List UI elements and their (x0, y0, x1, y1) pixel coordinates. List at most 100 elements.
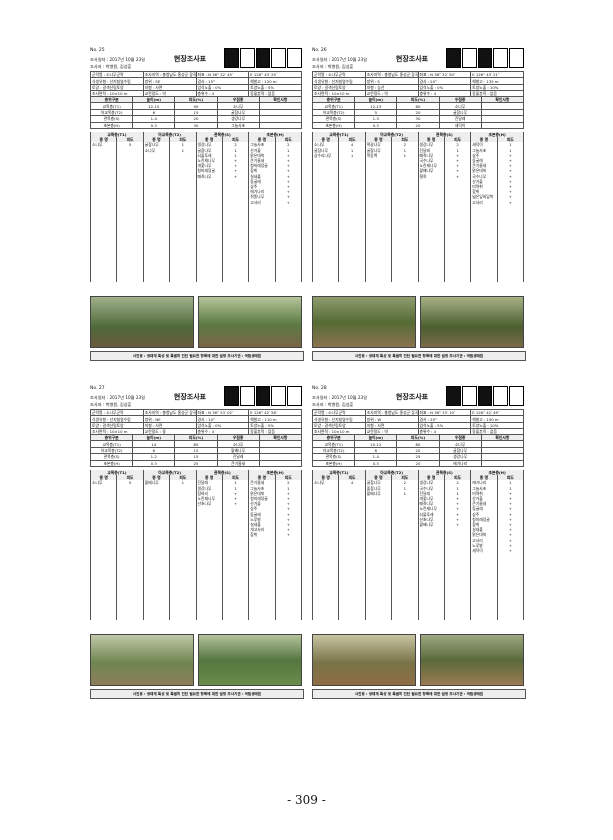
species-row: 애기나리 + (89, 189, 303, 195)
cover-value: + (496, 511, 525, 517)
logo-cell (509, 386, 524, 406)
photo-caption: 사진용 : 생태계 특성 및 특별히 진단 필요한 항목에 대한 설명 조사기관… (90, 689, 304, 699)
species-row: 산초나무 + 산거울 + (89, 501, 303, 507)
cover-value: + (496, 537, 525, 543)
logo-cell (477, 48, 493, 68)
cover-value: + (274, 152, 303, 158)
species-row (311, 220, 525, 226)
species-name: 넓은잎외잎쑥 (470, 194, 498, 200)
surveyor: 조사자 : 박병원, 김성훈 (312, 402, 354, 407)
cover-value: + (274, 521, 303, 528)
species-row: 새덕이 + (311, 547, 525, 553)
empty-cell (89, 183, 118, 190)
empty-cell (496, 568, 525, 574)
species-row: 산거울 + (311, 178, 525, 184)
summary-row: 관목층(S) 1-2 15 진달래 (89, 453, 303, 461)
species-row (89, 209, 303, 215)
logo-cell (493, 386, 509, 406)
empty-cell (443, 615, 472, 621)
empty-cell (89, 246, 118, 252)
empty-cell (142, 615, 171, 621)
empty-cell (89, 490, 118, 496)
species-row (89, 563, 303, 569)
species-row: 미역취 + (311, 183, 525, 190)
summary-cell: 25 (174, 459, 218, 467)
species-row (311, 230, 525, 236)
species-row: 넓은잎외잎쑥 + (311, 194, 525, 200)
empty-cell (274, 272, 303, 278)
empty-cell (496, 277, 525, 283)
empty-cell (248, 615, 276, 621)
species-row: 고사리 + (89, 199, 303, 205)
empty-cell (89, 495, 118, 502)
empty-cell (89, 594, 118, 600)
empty-cell (274, 240, 303, 247)
layer-name: 초본층(H) (248, 470, 302, 476)
empty-cell (89, 563, 118, 569)
empty-cell (274, 204, 303, 210)
layer-summary-table: 층위구분 높이(m) 피도(%) 우점종 확인사항 교목층(T1) 12-13 80 소나무 아교… (311, 95, 525, 129)
empty-cell (274, 578, 303, 585)
species-row (311, 204, 525, 210)
summary-row: 아교목층(T2) 6 20 굴참나무 (311, 446, 525, 455)
species-row: 쥐똥나무 + (89, 194, 303, 200)
empty-cell (169, 277, 197, 283)
summary-cell: 큰기름새 (216, 459, 260, 467)
site-photo (312, 296, 416, 348)
info-row: 토양 : 갈색산림토양 지형 : 능선 암석노출 : 0% 토양노출 : 10% (312, 83, 524, 92)
species-row (89, 568, 303, 574)
info-row: 식생유형 : 산지침엽수림 방위 : W 경사 : 25° 해발고 : 150 m (312, 415, 524, 423)
empty-cell (89, 168, 118, 174)
empty-cell (89, 256, 118, 262)
empty-cell (195, 615, 223, 621)
species-row (89, 610, 303, 616)
info-cell: 해발고 : 150 m (470, 415, 524, 423)
species-row (311, 240, 525, 247)
empty-cell (89, 558, 118, 564)
species-row: 청미래덩굴 + 참취 + (89, 168, 303, 174)
species-row (89, 604, 303, 611)
summary-cell: 애기나리 (438, 459, 482, 467)
empty-cell (89, 147, 118, 153)
species-row: 팥배나무 + 참취 + (311, 521, 525, 528)
cover-value: + (496, 490, 525, 496)
survey-sheet: No. 25 현장조사표 조사일자 : 2017년 10월 23일 조사자 : 박병원… (89, 48, 304, 366)
empty-cell (496, 589, 525, 595)
empty-cell (89, 584, 118, 590)
summary-row: 교목층(T1) 12-15 90 소나무 (89, 102, 303, 110)
empty-cell (89, 209, 118, 215)
species-row: 둥굴레 + (89, 511, 303, 517)
cover-value: + (274, 495, 303, 502)
species-row (311, 558, 525, 564)
logo-cell (239, 386, 255, 406)
summary-row: 교목층(T1) 10-12 80 소나무 (311, 440, 525, 448)
logo-cell (224, 386, 239, 406)
sheet-title: 현장조사표 (173, 393, 207, 401)
empty-cell (89, 178, 118, 184)
empty-cell (274, 230, 303, 236)
layer-summary-table: 층위구분 높이(m) 피도(%) 우점종 확인사항 교목층(T1) 10-12 80 소나무 아교… (311, 433, 525, 467)
species-row: 고사리 + (311, 537, 525, 543)
empty-cell (89, 163, 118, 169)
info-row: 토양 : 갈색산림토양 지형 : 사면 암석노출 : 5% 토양노출 : 10% (312, 421, 524, 430)
cover-value: + (496, 199, 525, 205)
summary-cell (258, 446, 303, 455)
species-row (311, 215, 525, 221)
logo-cell (255, 386, 271, 406)
empty-cell (496, 225, 525, 231)
cover-value: + (274, 163, 303, 169)
info-row: 조사면적 : 10×10 m 교란정도 : 약 층위수 : 4 동물흔적 : 없음 (90, 90, 302, 98)
site-photo (198, 634, 302, 686)
empty-cell (89, 578, 118, 585)
species-row (89, 235, 303, 241)
empty-cell (417, 615, 445, 621)
summary-header-cell: 확인사항 (480, 433, 525, 442)
summary-row: 관목층(S) 1-3 30 진달래 (311, 115, 525, 123)
empty-cell (89, 220, 118, 226)
logo-block (224, 48, 302, 68)
species-row (311, 235, 525, 241)
empty-cell (274, 256, 303, 262)
info-row: 토양 : 갈색산림토양 지형 : 사면 암석노출 : 0% 토양노출 : 5% (90, 83, 302, 92)
